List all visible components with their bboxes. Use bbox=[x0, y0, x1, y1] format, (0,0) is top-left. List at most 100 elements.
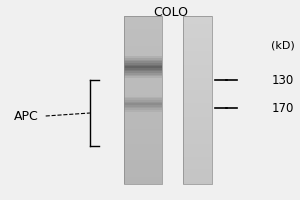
Bar bbox=[183, 174, 212, 176]
Bar bbox=[124, 102, 162, 104]
Bar bbox=[183, 24, 212, 26]
Bar bbox=[124, 83, 162, 85]
Bar bbox=[124, 172, 162, 174]
Bar bbox=[183, 182, 212, 184]
Bar bbox=[124, 144, 162, 146]
Bar bbox=[124, 130, 162, 132]
Bar bbox=[183, 61, 212, 63]
Bar bbox=[124, 152, 162, 154]
Bar bbox=[124, 127, 162, 129]
Bar bbox=[124, 115, 162, 117]
Bar bbox=[183, 90, 212, 92]
Bar bbox=[124, 107, 162, 109]
Bar bbox=[124, 16, 162, 18]
Bar bbox=[183, 75, 212, 77]
Bar bbox=[124, 142, 162, 144]
Bar bbox=[124, 93, 162, 95]
Bar bbox=[183, 176, 212, 178]
Bar bbox=[124, 82, 162, 84]
Bar bbox=[183, 129, 212, 131]
Bar bbox=[183, 135, 212, 137]
Bar bbox=[124, 19, 162, 21]
Bar bbox=[124, 108, 162, 110]
Bar bbox=[124, 160, 162, 163]
Bar bbox=[124, 16, 162, 184]
Bar bbox=[124, 21, 162, 23]
Bar bbox=[124, 56, 162, 58]
Bar bbox=[183, 78, 212, 80]
Bar bbox=[183, 142, 212, 144]
Bar bbox=[124, 164, 162, 166]
Bar bbox=[124, 40, 162, 42]
Bar bbox=[124, 75, 162, 77]
Bar bbox=[183, 169, 212, 171]
Bar bbox=[124, 46, 162, 48]
Bar bbox=[183, 80, 212, 82]
Bar bbox=[124, 97, 162, 99]
Bar bbox=[183, 155, 212, 158]
Bar bbox=[124, 120, 162, 122]
Bar bbox=[183, 21, 212, 23]
Bar bbox=[124, 154, 162, 156]
Bar bbox=[183, 122, 212, 124]
Bar bbox=[124, 125, 162, 127]
Bar bbox=[124, 140, 162, 142]
Bar bbox=[183, 85, 212, 87]
Bar bbox=[124, 61, 162, 63]
Bar bbox=[183, 88, 212, 90]
Text: (kD): (kD) bbox=[271, 41, 295, 51]
Bar bbox=[124, 162, 162, 164]
Bar bbox=[183, 56, 212, 58]
Bar bbox=[124, 76, 162, 79]
Bar bbox=[124, 26, 162, 28]
Text: 130: 130 bbox=[271, 73, 293, 86]
Bar bbox=[183, 58, 212, 60]
Text: 170: 170 bbox=[271, 102, 294, 114]
Bar bbox=[183, 102, 212, 104]
Bar bbox=[183, 140, 212, 142]
Bar bbox=[183, 92, 212, 94]
Bar bbox=[183, 97, 212, 99]
Bar bbox=[183, 65, 212, 67]
Bar bbox=[183, 19, 212, 21]
Bar bbox=[124, 150, 162, 152]
Bar bbox=[124, 36, 162, 38]
Bar bbox=[183, 110, 212, 112]
Bar bbox=[183, 60, 212, 62]
Bar bbox=[183, 113, 212, 116]
Bar bbox=[124, 174, 162, 176]
Bar bbox=[183, 16, 212, 18]
Bar bbox=[183, 107, 212, 109]
Bar bbox=[183, 137, 212, 139]
Bar bbox=[124, 129, 162, 131]
Bar bbox=[124, 113, 162, 116]
Bar bbox=[124, 155, 162, 158]
Bar bbox=[124, 55, 162, 57]
Bar bbox=[124, 58, 162, 60]
Bar bbox=[124, 135, 162, 137]
Bar bbox=[183, 171, 212, 173]
Bar bbox=[183, 70, 212, 72]
Bar bbox=[183, 160, 212, 163]
Bar bbox=[183, 112, 212, 114]
Bar bbox=[124, 41, 162, 43]
Bar bbox=[124, 38, 162, 40]
Bar bbox=[124, 139, 162, 141]
Bar bbox=[124, 176, 162, 178]
Bar bbox=[124, 134, 162, 136]
Bar bbox=[183, 66, 212, 68]
Bar bbox=[124, 145, 162, 147]
Bar bbox=[183, 40, 212, 42]
Bar bbox=[183, 46, 212, 48]
Bar bbox=[183, 154, 212, 156]
Bar bbox=[124, 92, 162, 94]
Bar bbox=[124, 66, 162, 68]
Bar bbox=[183, 125, 212, 127]
Bar bbox=[183, 68, 212, 70]
Bar bbox=[124, 63, 162, 65]
Bar bbox=[183, 134, 212, 136]
Bar bbox=[183, 117, 212, 119]
Bar bbox=[183, 100, 212, 102]
Bar bbox=[124, 132, 162, 134]
Bar bbox=[183, 31, 212, 33]
